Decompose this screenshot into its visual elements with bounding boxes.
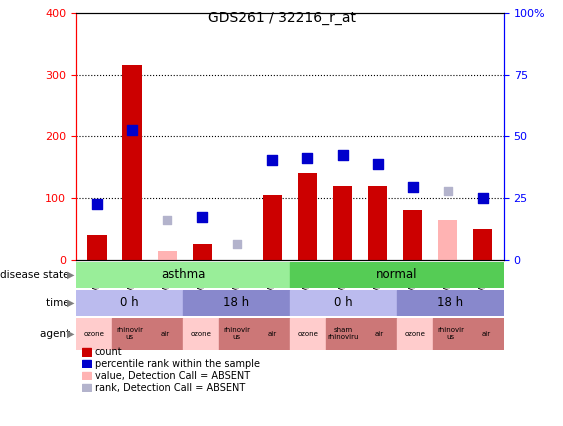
- Point: [233, 241, 242, 248]
- Text: normal: normal: [376, 268, 418, 281]
- Bar: [438, 220, 457, 260]
- Text: 18 h: 18 h: [437, 296, 463, 309]
- Text: air: air: [267, 331, 276, 337]
- Bar: [76, 262, 290, 288]
- Bar: [193, 245, 212, 260]
- Bar: [325, 318, 361, 350]
- Text: ▶: ▶: [67, 298, 74, 308]
- Bar: [76, 290, 183, 316]
- Text: value, Detection Call = ABSENT: value, Detection Call = ABSENT: [95, 371, 250, 381]
- Bar: [82, 348, 91, 356]
- Bar: [403, 210, 422, 260]
- Text: 0 h: 0 h: [120, 296, 139, 309]
- Point: [92, 201, 101, 207]
- Text: ozone: ozone: [297, 331, 318, 337]
- Bar: [263, 195, 282, 260]
- Text: rank, Detection Call = ABSENT: rank, Detection Call = ABSENT: [95, 383, 245, 393]
- Bar: [254, 318, 290, 350]
- Point: [373, 161, 382, 167]
- Text: sham
rhinoviru: sham rhinoviru: [328, 327, 359, 340]
- Bar: [473, 229, 493, 260]
- Text: GDS261 / 32216_r_at: GDS261 / 32216_r_at: [208, 11, 355, 25]
- Text: rhinovir
us: rhinovir us: [116, 327, 143, 340]
- Point: [338, 151, 347, 158]
- Text: air: air: [160, 331, 169, 337]
- Text: rhinovir
us: rhinovir us: [223, 327, 250, 340]
- Text: ▶: ▶: [67, 329, 74, 339]
- Bar: [82, 360, 91, 368]
- Bar: [123, 65, 142, 260]
- Point: [163, 216, 172, 223]
- Point: [198, 213, 207, 220]
- Bar: [432, 318, 468, 350]
- Text: air: air: [481, 331, 490, 337]
- Text: time: time: [46, 298, 73, 308]
- Bar: [298, 173, 317, 260]
- Point: [479, 195, 488, 201]
- Text: rhinovir
us: rhinovir us: [437, 327, 464, 340]
- Point: [408, 184, 417, 190]
- Bar: [333, 186, 352, 260]
- Bar: [183, 290, 290, 316]
- Bar: [148, 318, 183, 350]
- Bar: [397, 318, 432, 350]
- Bar: [290, 318, 325, 350]
- Text: percentile rank within the sample: percentile rank within the sample: [95, 359, 260, 369]
- Text: ozone: ozone: [190, 331, 211, 337]
- Point: [128, 127, 137, 134]
- Point: [443, 187, 452, 194]
- Bar: [218, 318, 254, 350]
- Bar: [82, 372, 91, 380]
- Text: ozone: ozone: [404, 331, 425, 337]
- Bar: [183, 318, 218, 350]
- Bar: [397, 290, 504, 316]
- Text: asthma: asthma: [161, 268, 205, 281]
- Text: ozone: ozone: [83, 331, 104, 337]
- Bar: [111, 318, 148, 350]
- Text: ▶: ▶: [67, 270, 74, 280]
- Bar: [82, 384, 91, 391]
- Text: 18 h: 18 h: [224, 296, 249, 309]
- Bar: [290, 262, 504, 288]
- Bar: [368, 186, 387, 260]
- Bar: [76, 318, 111, 350]
- Text: air: air: [374, 331, 383, 337]
- Point: [303, 155, 312, 161]
- Text: 0 h: 0 h: [334, 296, 353, 309]
- Text: agent: agent: [40, 329, 73, 339]
- Point: [268, 156, 277, 163]
- Bar: [290, 290, 397, 316]
- Bar: [468, 318, 504, 350]
- Text: count: count: [95, 347, 122, 357]
- Bar: [158, 250, 177, 260]
- Text: disease state: disease state: [1, 270, 73, 280]
- Bar: [361, 318, 397, 350]
- Bar: [87, 235, 107, 260]
